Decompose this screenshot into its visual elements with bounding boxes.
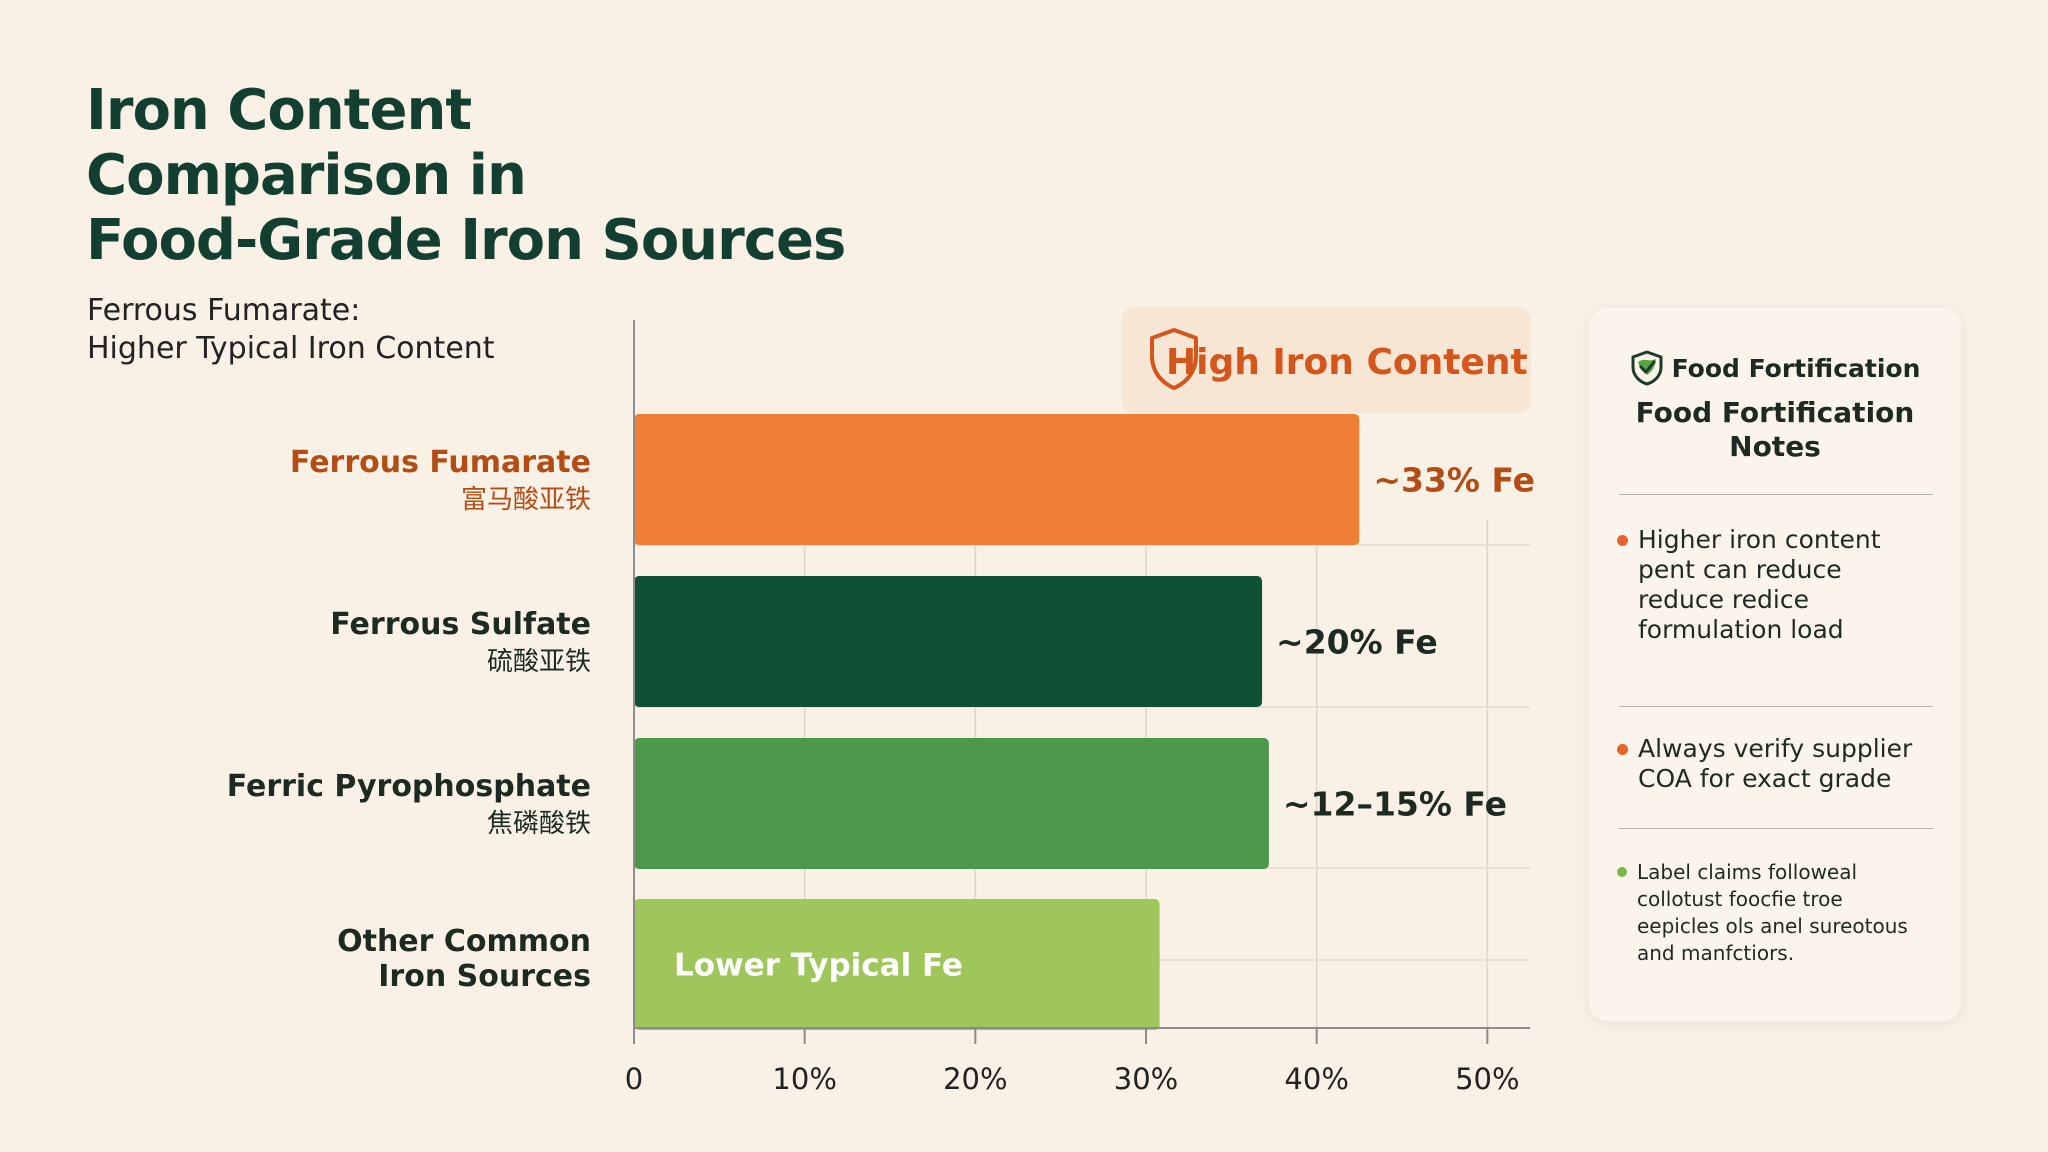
shield-icon [1150, 328, 1198, 390]
divider [1619, 494, 1933, 495]
title-line: Food-Grade Iron Sources [86, 208, 846, 273]
note-line: Label claims followeal [1637, 860, 1858, 884]
panel-title-line: Notes [1729, 430, 1821, 463]
x-tick-label: 20% [943, 1062, 1007, 1096]
x-tick-label: 30% [1114, 1062, 1178, 1096]
subtitle-line: Higher Typical Iron Content [87, 331, 495, 366]
bar [634, 738, 1269, 869]
divider [1619, 706, 1933, 707]
category-label-chinese: 硫酸亚铁 [487, 647, 591, 677]
panel-header-label: Food Fortification [1671, 353, 1921, 383]
title-line: Iron Content [86, 78, 472, 143]
callout-label: High Iron Content [1166, 342, 1528, 383]
bar [634, 576, 1263, 707]
bar-value-label: Lower Typical Fe [674, 948, 963, 984]
note-line: reduce redice [1638, 585, 1809, 614]
callout-box [1121, 307, 1531, 413]
category-label: Ferric Pyrophosphate [227, 769, 591, 804]
note-line: formulation load [1638, 615, 1844, 644]
divider [1619, 828, 1933, 829]
shield-check-icon [1631, 350, 1663, 386]
category-label: Ferrous Sulfate [330, 607, 591, 642]
note-text: Always verify supplier COA for exact gra… [1638, 734, 1912, 794]
panel-header: Food Fortification [1589, 350, 1961, 386]
note-item: Label claims followeal collotust foocfie… [1617, 859, 1947, 967]
note-line: pent can reduce [1638, 555, 1842, 584]
category-label-chinese: 富马酸亚铁 [461, 485, 591, 515]
bar [634, 414, 1360, 545]
note-line: and manfctiors. [1637, 941, 1795, 965]
bar-value-label: ~20% Fe [1276, 623, 1438, 662]
bar [634, 899, 1160, 1030]
category-label: Other Common Iron Sources [337, 924, 591, 994]
chart-title: Iron Content Comparison in Food-Grade Ir… [86, 78, 846, 273]
category-label: Ferrous Fumarate [290, 445, 591, 480]
note-line: eepicles ols anel sureotous [1637, 914, 1908, 938]
note-line: Always verify supplier [1638, 734, 1913, 763]
category-label-chinese: 焦磷酸铁 [487, 809, 591, 839]
title-line: Comparison in [86, 143, 527, 208]
panel-title: Food Fortification Notes [1589, 396, 1961, 464]
x-tick-label: 40% [1284, 1062, 1348, 1096]
fortification-notes-panel: Food Fortification Food Fortification No… [1589, 308, 1961, 1021]
note-text: Higher iron content pent can reduce redu… [1638, 525, 1881, 645]
x-tick-label: 0 [625, 1062, 643, 1096]
note-item: Higher iron content pent can reduce redu… [1617, 525, 1947, 645]
chart-subtitle: Ferrous Fumarate: Higher Typical Iron Co… [87, 292, 495, 368]
note-line: Higher iron content [1638, 525, 1881, 554]
note-line: collotust foocfie troe [1637, 887, 1843, 911]
subtitle-line: Ferrous Fumarate: [87, 293, 361, 328]
bar-value-label: ~33% Fe [1373, 461, 1535, 500]
panel-title-line: Food Fortification [1635, 396, 1915, 429]
x-tick-label: 10% [772, 1062, 836, 1096]
bullet-dot [1617, 535, 1628, 546]
x-tick-label: 50% [1455, 1062, 1519, 1096]
note-text: Label claims followeal collotust foocfie… [1637, 859, 1908, 967]
bullet-dot [1617, 867, 1627, 877]
bullet-dot [1617, 744, 1628, 755]
note-line: COA for exact grade [1638, 764, 1892, 793]
note-item: Always verify supplier COA for exact gra… [1617, 734, 1947, 794]
bar-value-label: ~12–15% Fe [1283, 785, 1507, 824]
